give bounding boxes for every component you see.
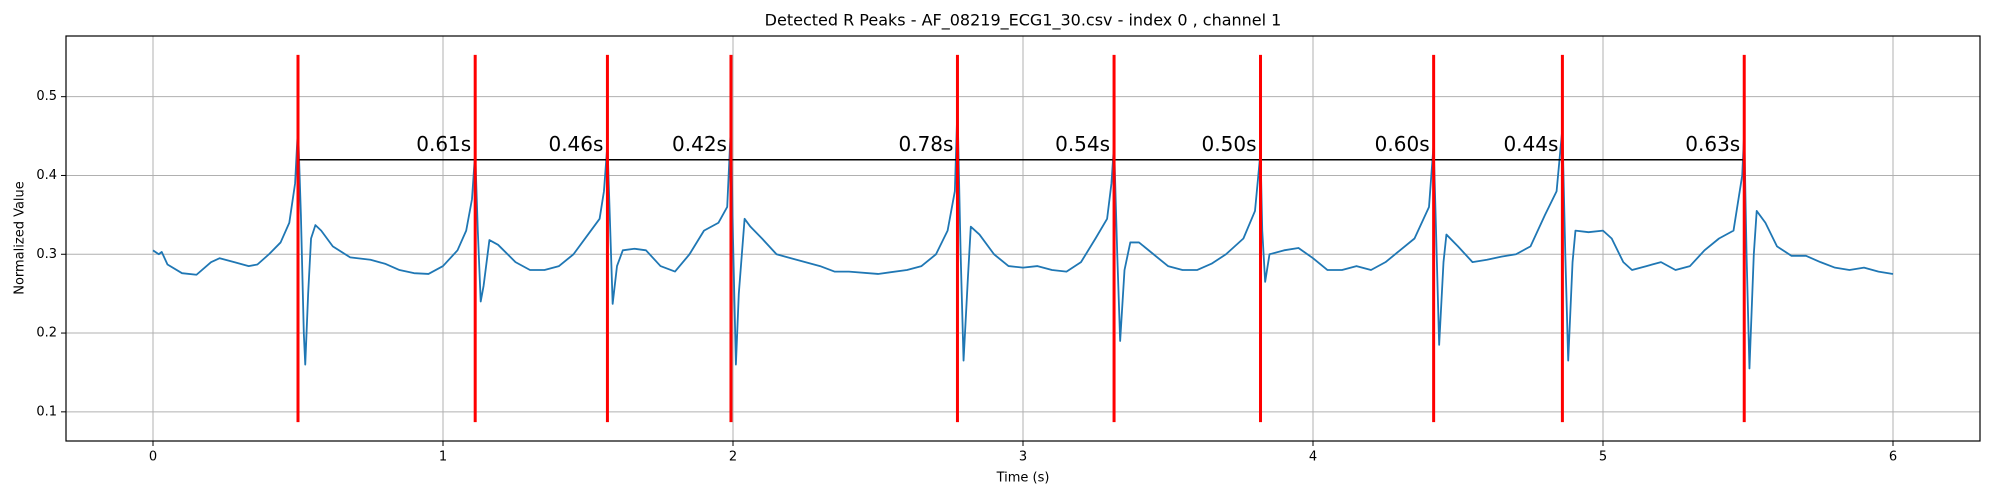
interval-label: 0.63s: [1685, 132, 1740, 156]
x-tick-label: 6: [1889, 450, 1897, 465]
interval-label: 0.50s: [1202, 132, 1257, 156]
chart-title: Detected R Peaks - AF_08219_ECG1_30.csv …: [765, 11, 1282, 31]
x-tick-label: 2: [729, 450, 737, 465]
x-axis-label: Time (s): [996, 471, 1050, 486]
y-tick-label: 0.1: [36, 404, 57, 419]
y-axis-label: Normalized Value: [13, 181, 28, 295]
y-tick-label: 0.4: [36, 168, 57, 183]
axes-frame: [65, 35, 1981, 442]
x-tick-label: 5: [1599, 450, 1607, 465]
y-tick-label: 0.3: [36, 247, 57, 262]
ecg-line: [152, 105, 1894, 370]
x-tick-label: 0: [149, 450, 157, 465]
interval-label: 0.78s: [899, 132, 954, 156]
interval-label: 0.44s: [1503, 132, 1558, 156]
interval-label: 0.46s: [548, 132, 603, 156]
x-tick-label: 1: [439, 450, 447, 465]
interval-label: 0.61s: [416, 132, 471, 156]
y-tick-label: 0.5: [36, 89, 57, 104]
y-tick-label: 0.2: [36, 326, 57, 341]
interval-label: 0.54s: [1055, 132, 1110, 156]
x-tick-label: 4: [1309, 450, 1317, 465]
x-tick-label: 3: [1019, 450, 1027, 465]
interval-label: 0.42s: [672, 132, 727, 156]
interval-label: 0.60s: [1375, 132, 1430, 156]
